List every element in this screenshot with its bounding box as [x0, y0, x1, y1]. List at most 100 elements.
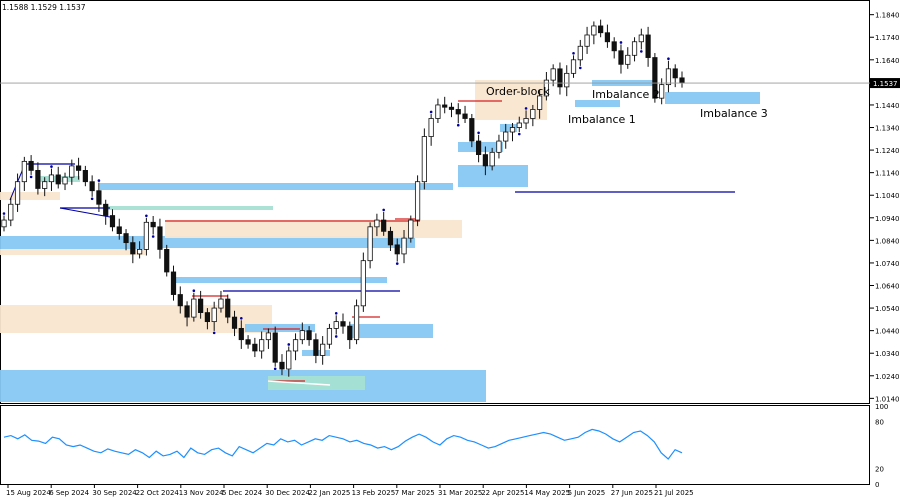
- oscillator-tick-label: 100: [875, 403, 888, 411]
- candle-body: [42, 181, 48, 189]
- imbalance-zone: [665, 92, 760, 104]
- candle-body: [591, 25, 597, 36]
- candle-body: [150, 221, 156, 228]
- candle-body: [421, 136, 427, 183]
- fractal-dot: [29, 175, 33, 179]
- x-tick-label: 22 Jan 2025: [308, 489, 350, 497]
- candle-body: [448, 106, 455, 110]
- candle-body: [618, 50, 624, 65]
- candle-body: [164, 248, 170, 273]
- y-tick-label: 1.0140: [875, 395, 900, 403]
- fractal-dot: [517, 132, 521, 136]
- candle-body: [584, 34, 590, 47]
- candle-body: [557, 68, 563, 88]
- fractal-dot: [240, 316, 243, 320]
- candle-body: [367, 226, 373, 262]
- imbalance-zone: [175, 277, 387, 283]
- candle-body: [516, 122, 522, 128]
- candle-body: [21, 160, 27, 183]
- candle-body: [231, 316, 238, 329]
- candle-body: [509, 127, 516, 133]
- candle-body: [374, 219, 380, 228]
- fractal-dot: [524, 107, 528, 110]
- fractal-dot: [640, 50, 643, 53]
- candle-body: [564, 72, 570, 88]
- candle-body: [340, 321, 346, 327]
- candle-body: [103, 203, 109, 216]
- candle-body: [665, 68, 672, 86]
- candle-body: [198, 298, 204, 313]
- candle-body: [238, 327, 244, 341]
- candle-body: [604, 32, 611, 43]
- candle-body: [530, 109, 536, 119]
- x-tick-label: 15 Aug 2024: [6, 489, 51, 497]
- candle-body: [204, 312, 210, 323]
- imbalance-zone: [0, 370, 486, 402]
- candle-body: [292, 339, 299, 352]
- candle-body: [225, 298, 231, 318]
- fractal-dot: [619, 41, 623, 44]
- candle-body: [333, 321, 339, 329]
- candle-body: [170, 271, 177, 295]
- fractal-dot: [382, 208, 385, 212]
- candle-body: [299, 330, 305, 341]
- oscillator-tick-label: 20: [875, 465, 884, 473]
- zone-label: Imbalance 2: [592, 88, 660, 101]
- current-price-tag: [870, 78, 900, 89]
- fractal-dot: [192, 289, 196, 293]
- fractal-dot: [145, 214, 148, 218]
- x-tick-label: 22 Oct 2024: [136, 489, 180, 497]
- y-tick-label: 1.0640: [875, 283, 900, 291]
- candle-body: [401, 237, 407, 255]
- imbalance-zone: [160, 236, 415, 248]
- candle-body: [408, 219, 414, 239]
- white-trend-line: [267, 380, 331, 386]
- candle-body: [177, 294, 183, 307]
- imbalance-zone: [350, 324, 433, 338]
- oscillator-line: [3, 428, 683, 460]
- candle-body: [326, 327, 333, 345]
- price-panel-frame: [0, 0, 870, 404]
- oscillator-panel-frame: [0, 405, 870, 485]
- imbalance-zone: [500, 124, 517, 132]
- imbalance-zone: [575, 100, 620, 107]
- candle-body: [503, 131, 509, 142]
- candle-body: [543, 79, 550, 97]
- fractal-dot: [572, 51, 575, 55]
- zone-label: Imbalance 3: [700, 107, 768, 120]
- y-tick-label: 1.1240: [875, 147, 900, 155]
- x-tick-label: 22 Apr 2025: [481, 489, 524, 497]
- candle-body: [184, 305, 190, 318]
- candle-body: [475, 140, 482, 156]
- candle-body: [157, 226, 163, 250]
- candle-body: [313, 339, 319, 356]
- x-tick-label: 13 Feb 2025: [352, 489, 396, 497]
- candle-body: [638, 34, 644, 43]
- y-tick-label: 1.1640: [875, 57, 900, 65]
- x-tick-label: 7 Mar 2025: [395, 489, 435, 497]
- candle-body: [645, 34, 651, 58]
- imbalance-zone: [268, 376, 365, 390]
- fractal-dot: [50, 165, 53, 168]
- supply-zone: [165, 220, 462, 238]
- fractal-dot: [477, 131, 480, 135]
- supply-zone: [0, 249, 145, 255]
- candle-body: [455, 109, 461, 115]
- x-tick-label: 30 Sep 2024: [92, 489, 137, 497]
- current-price-tag-label: 1.1537: [873, 80, 898, 88]
- fractal-dot: [334, 312, 338, 315]
- y-tick-label: 1.1440: [875, 102, 900, 110]
- x-tick-label: 5 Dec 2024: [222, 489, 263, 497]
- candle-body: [96, 190, 102, 205]
- candle-body: [130, 242, 136, 255]
- candle-body: [252, 343, 258, 352]
- oscillator-tick-label: 80: [875, 419, 884, 427]
- candle-body: [14, 181, 21, 205]
- fractal-dot: [456, 123, 460, 127]
- x-tick-label: 27 Jun 2025: [611, 489, 653, 497]
- candle-body: [435, 104, 441, 119]
- candle-body: [387, 230, 394, 246]
- y-tick-label: 1.0740: [875, 260, 900, 268]
- candle-body: [381, 219, 387, 232]
- fractal-dot: [334, 335, 338, 338]
